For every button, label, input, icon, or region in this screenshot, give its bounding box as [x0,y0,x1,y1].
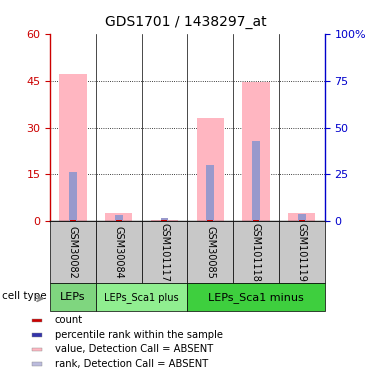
Text: percentile rank within the sample: percentile rank within the sample [55,330,223,340]
Text: LEPs: LEPs [60,292,86,302]
Bar [207,220,213,221]
Bar [115,214,122,221]
Bar [253,220,259,221]
Text: GSM101118: GSM101118 [251,223,261,282]
Bar [142,221,187,283]
Bar [96,221,142,283]
Bar [242,82,270,221]
Bar [32,333,42,337]
Bar [32,348,42,351]
Text: GSM101119: GSM101119 [297,223,307,282]
Text: value, Detection Call = ABSENT: value, Detection Call = ABSENT [55,345,213,354]
Bar [116,220,122,221]
Bar [299,220,305,221]
Bar [197,118,224,221]
Text: GSM30084: GSM30084 [114,226,124,279]
Bar [187,221,233,283]
Bar [32,362,42,366]
Bar [298,214,306,221]
Bar [32,319,42,322]
Text: LEPs_Sca1 plus: LEPs_Sca1 plus [104,292,179,303]
Bar [69,172,77,221]
Text: GDS1701 / 1438297_at: GDS1701 / 1438297_at [105,15,266,29]
Bar [70,220,76,221]
Bar [288,213,315,221]
Bar [206,165,214,221]
Bar [279,221,325,283]
Text: count: count [55,315,83,326]
Text: rank, Detection Call = ABSENT: rank, Detection Call = ABSENT [55,359,208,369]
Bar [105,213,132,221]
Text: GSM101117: GSM101117 [160,223,170,282]
Bar [161,218,168,221]
Text: LEPs_Sca1 minus: LEPs_Sca1 minus [208,292,304,303]
Bar [50,283,96,311]
Bar [59,74,87,221]
Bar [233,221,279,283]
Text: GSM30085: GSM30085 [205,226,215,279]
Bar [161,220,167,221]
Bar [50,221,96,283]
Bar [96,283,187,311]
Text: GSM30082: GSM30082 [68,226,78,279]
Bar [151,220,178,221]
Text: cell type: cell type [3,291,47,301]
Bar [252,141,260,221]
Bar [187,283,325,311]
